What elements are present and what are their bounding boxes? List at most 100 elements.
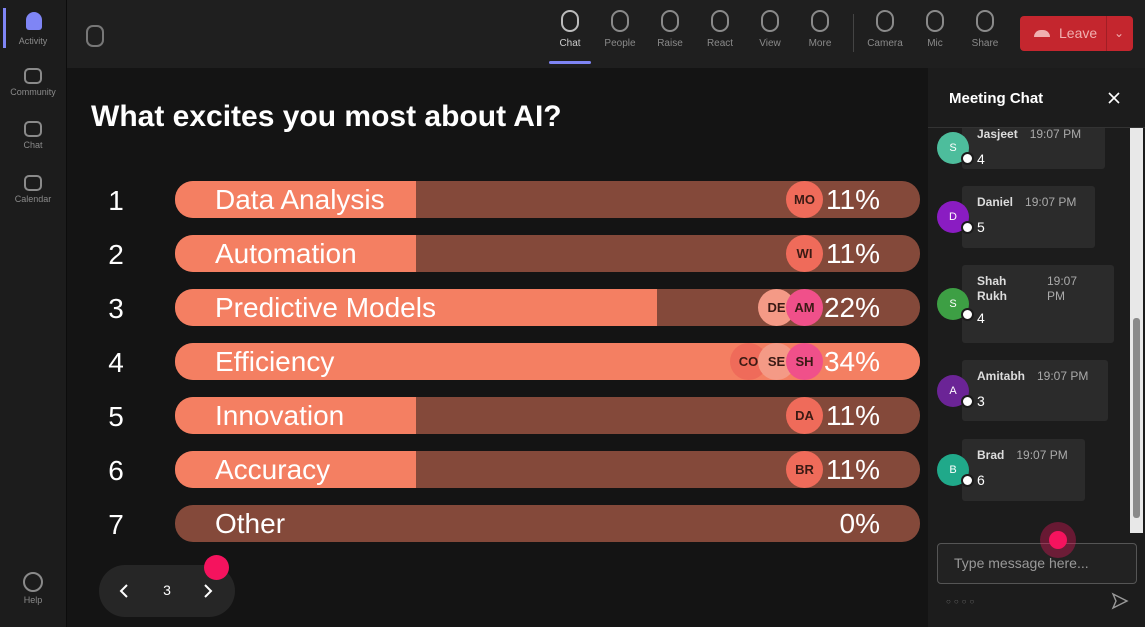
message-list: Jasjeet 19:07 PM 4 S Daniel 19:07 PM 5 D Shah Ru…	[928, 128, 1128, 533]
toolbar-label: Share	[971, 38, 999, 49]
toolbar-label: Raise	[657, 38, 683, 49]
voter-avatar: SH	[786, 343, 823, 380]
chat-title: Meeting Chat	[949, 90, 1044, 107]
toolbar-label: View	[759, 38, 781, 49]
toolbar-label: React	[706, 38, 734, 49]
option-rank: 6	[108, 455, 124, 486]
message-time: 19:07 PM	[1037, 369, 1089, 383]
toolbar-icon	[761, 10, 779, 32]
sidebar-item[interactable]: Community	[0, 68, 66, 97]
message-header: Jasjeet 19:07 PM	[977, 128, 1093, 145]
message-text: 3	[977, 393, 985, 409]
option-bar: Predictive Models 22% DE AM	[175, 289, 920, 326]
spacer	[0, 15, 66, 36]
chat-underline	[549, 61, 591, 64]
toolbar-button[interactable]: Raise	[645, 10, 695, 49]
toolbar-button[interactable]: Camera	[860, 10, 910, 49]
sidebar-label: Calendar	[14, 194, 52, 204]
toolbar-label: People	[604, 38, 636, 49]
sidebar-label: Chat	[23, 140, 43, 150]
sender-name: Brad	[977, 448, 1005, 462]
option-bar: Accuracy 11% BR	[175, 451, 920, 488]
presence-dot	[961, 308, 974, 321]
activity-icon	[26, 12, 42, 30]
leave-button[interactable]: Leave ⌄	[1020, 16, 1133, 51]
toolbar-button[interactable]: Chat	[545, 10, 595, 49]
divider	[1106, 16, 1107, 51]
voter-avatar: DA	[786, 397, 823, 434]
next-button[interactable]	[201, 583, 215, 599]
option-rank: 1	[108, 185, 124, 216]
chat-panel: Meeting Chat Jasjeet 19:07 PM 4 S Daniel 19:0…	[928, 68, 1145, 627]
format-icons: ○○○○	[946, 597, 978, 606]
presence-dot	[961, 474, 974, 487]
message-header: Brad 19:07 PM	[977, 448, 1073, 466]
sender-name: Daniel	[977, 195, 1014, 209]
scrollbar-thumb[interactable]	[1133, 318, 1140, 518]
help-icon	[23, 572, 43, 592]
option-fill	[175, 289, 658, 326]
option-bar: Other 0%	[175, 505, 920, 542]
option-label: Innovation	[215, 400, 345, 431]
option-bar: Efficiency 34% CO SE SH	[175, 343, 920, 380]
message-time: 19:07 PM	[1047, 274, 1078, 303]
chat-message: Amitabh 19:07 PM 3	[962, 360, 1108, 421]
toolbar-button[interactable]: Mic	[910, 10, 960, 49]
option-percent: 34%	[823, 346, 880, 377]
send-button[interactable]	[1111, 592, 1129, 610]
divider	[853, 14, 854, 52]
option-fill	[175, 397, 417, 434]
option-percent: 11%	[826, 400, 880, 431]
option-percent: 22%	[823, 292, 880, 323]
message-text: 4	[977, 151, 985, 167]
option-percent: 11%	[826, 454, 880, 485]
prev-button[interactable]	[117, 583, 131, 599]
option-label: Automation	[215, 238, 357, 269]
toolbar-icon	[611, 10, 629, 32]
cursor-dot	[1049, 531, 1067, 549]
sidebar-label: Activity	[18, 36, 48, 46]
option-bar: Data Analysis 11% MO	[175, 181, 920, 218]
divider	[928, 127, 1145, 128]
option-label: Accuracy	[215, 454, 331, 485]
toolbar-button[interactable]: React	[695, 10, 745, 49]
toolbar-button[interactable]: More	[795, 10, 845, 49]
option-label: Other	[215, 508, 286, 539]
chat-message: Daniel 19:07 PM 5	[962, 186, 1095, 248]
help-label: Help	[23, 595, 43, 605]
sidebar-item[interactable]: Chat	[0, 121, 66, 150]
toolbar-icon	[711, 10, 729, 32]
voter-avatar: BR	[786, 451, 823, 488]
voter-avatar: WI	[786, 235, 823, 272]
chat-message: Brad 19:07 PM 6	[962, 439, 1085, 501]
sidebar-item[interactable]: Activity	[0, 15, 66, 46]
option-rank: 3	[108, 293, 124, 324]
sidebar-icon	[24, 175, 42, 191]
poll-question: What excites you most about AI?	[91, 100, 562, 133]
help-item[interactable]: Help	[0, 572, 66, 605]
presence-dot	[961, 221, 974, 234]
toolbar-label: Camera	[867, 38, 903, 49]
message-input[interactable]: Type message here...	[937, 543, 1137, 584]
sidebar-item[interactable]: Calendar	[0, 175, 66, 204]
sidebar-icon	[24, 68, 42, 84]
option-fill	[175, 451, 417, 488]
option-percent: 11%	[826, 184, 880, 215]
toolbar-button[interactable]: View	[745, 10, 795, 49]
shield-icon	[86, 25, 104, 47]
sidebar-icon	[24, 121, 42, 137]
toolbar-button[interactable]: Share	[960, 10, 1010, 49]
message-header: Amitabh 19:07 PM	[977, 369, 1096, 387]
message-text: 4	[977, 310, 985, 326]
close-button[interactable]	[1108, 92, 1120, 104]
option-rank: 7	[108, 509, 124, 540]
leave-menu[interactable]: ⌄	[1114, 26, 1125, 40]
option-rank: 2	[108, 239, 124, 270]
sender-name: Shah Rukh	[977, 274, 1007, 303]
option-label: Data Analysis	[215, 184, 385, 215]
scrollbar	[1130, 128, 1143, 533]
presence-dot	[961, 394, 974, 408]
voter-avatar: MO	[786, 181, 823, 218]
toolbar-button[interactable]: People	[595, 10, 645, 49]
voter-avatar: AM	[786, 289, 823, 326]
